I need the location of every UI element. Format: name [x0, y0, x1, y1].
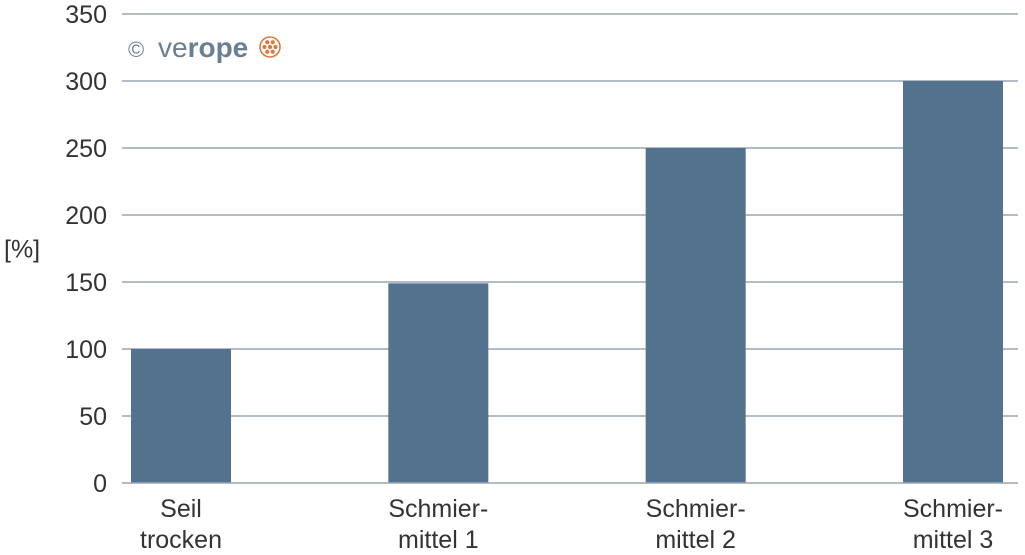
y-axis-ticks: 0 50 100 150 200 250 300 350 [65, 1, 107, 498]
rope-outer-ring [259, 36, 281, 58]
x-tick-label: Seil trocken [140, 495, 222, 554]
bar [388, 283, 489, 483]
rope-strand [265, 40, 270, 45]
x-tick-label: Schmier-mittel 2 [646, 495, 746, 554]
rope-strand [270, 49, 275, 54]
y-tick-label: 250 [65, 135, 107, 163]
y-tick-label: 150 [65, 269, 107, 297]
verope-logo: © verope [128, 32, 281, 63]
logo-text-light: ve [158, 32, 188, 63]
rope-strand [265, 49, 270, 54]
x-tick-label: Schmier-mittel 1 [388, 495, 488, 554]
x-axis-ticks: Seil trocken Schmier-mittel 1 Schmier-mitte… [140, 495, 1003, 554]
y-tick-label: 0 [93, 470, 107, 498]
y-tick-label: 50 [79, 403, 107, 431]
rope-strand [262, 44, 267, 50]
bar [903, 81, 1003, 483]
rope-cross-section-icon [259, 36, 281, 58]
y-tick-label: 300 [65, 68, 107, 96]
gridlines [122, 13, 1018, 417]
y-tick-label: 200 [65, 202, 107, 230]
svg-text:© verope: © verope [128, 32, 248, 63]
y-axis-label: [%] [4, 236, 40, 264]
rope-core [267, 44, 273, 50]
bar [131, 349, 231, 483]
copyright-symbol: © [128, 37, 144, 62]
rope-strand [270, 40, 275, 45]
bars [131, 81, 1003, 483]
bar [645, 148, 746, 483]
rope-strand [273, 44, 278, 50]
y-tick-label: 100 [65, 336, 107, 364]
logo-text-bold: rope [188, 32, 249, 63]
y-tick-label: 350 [65, 1, 107, 29]
x-tick-label: Schmier-mittel 3 [903, 495, 1003, 554]
